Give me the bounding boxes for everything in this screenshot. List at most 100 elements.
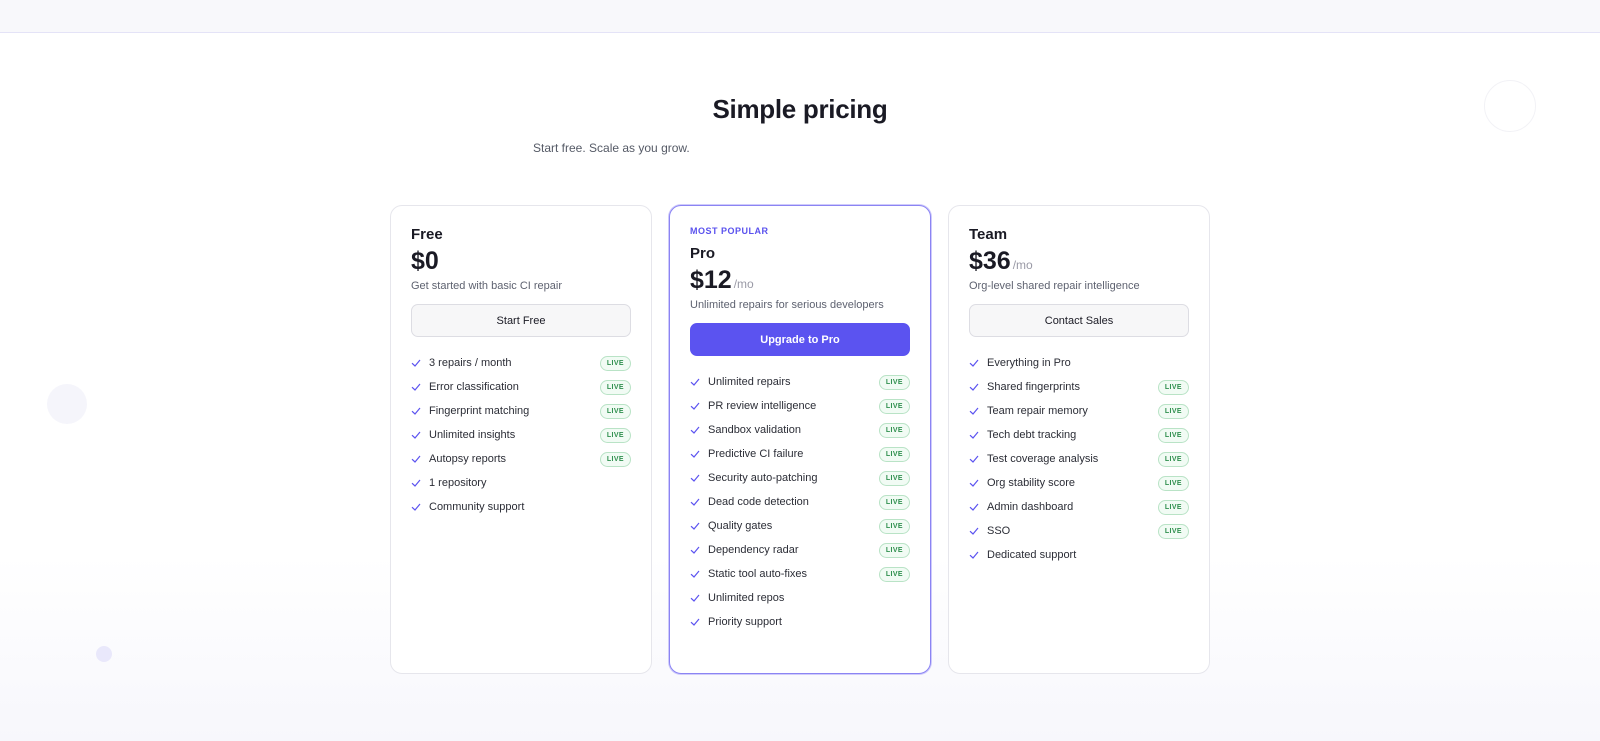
check-icon [690, 618, 700, 626]
check-icon [411, 431, 421, 439]
check-icon [411, 383, 421, 391]
section-subtitle: Start free. Scale as you grow. [533, 141, 690, 155]
feature-item: Org stability score LIVE [969, 471, 1189, 495]
feature-item: Team repair memory LIVE [969, 399, 1189, 423]
feature-item: 1 repository [411, 471, 631, 495]
decor-circle [1484, 80, 1536, 132]
decor-circle [96, 646, 112, 662]
status-tag: LIVE [599, 355, 631, 371]
pricing-card: MOST POPULAR Pro $12/mo Unlimited repairs f… [669, 205, 931, 674]
feature-text: Fingerprint matching [429, 405, 530, 417]
feature-text: Unlimited repos [708, 592, 785, 604]
feature-item: Security auto-patching LIVE [690, 466, 910, 490]
feature-text: Test coverage analysis [987, 453, 1099, 465]
plan-price: $36 [969, 247, 1011, 275]
feature-text: Dedicated support [987, 549, 1077, 561]
check-icon [690, 402, 700, 410]
feature-text: Tech debt tracking [987, 429, 1077, 441]
status-tag: LIVE [878, 422, 910, 438]
plan-button[interactable]: Contact Sales [969, 304, 1189, 337]
plan-button[interactable]: Start Free [411, 304, 631, 337]
plan-period: /mo [1012, 258, 1033, 272]
status-tag: LIVE [599, 403, 631, 419]
feature-item: Dedicated support [969, 543, 1189, 567]
plan-price: $0 [411, 247, 439, 275]
check-icon [969, 551, 979, 559]
status-tag: LIVE [599, 379, 631, 395]
pricing-cards: Free $0 Get started with basic CI repair St… [390, 205, 1210, 674]
feature-text: Security auto-patching [708, 472, 818, 484]
status-tag: LIVE [878, 446, 910, 462]
feature-item: Community support [411, 495, 631, 519]
check-icon [690, 546, 700, 554]
feature-item: Priority support [690, 610, 910, 634]
feature-list: Everything in Pro Shared fingerprints LIVE… [969, 351, 1189, 567]
check-icon [969, 479, 979, 487]
section-title: Simple pricing [712, 94, 888, 124]
check-icon [969, 407, 979, 415]
status-tag: LIVE [1157, 427, 1189, 443]
status-tag: LIVE [878, 494, 910, 510]
check-icon [969, 359, 979, 367]
status-tag: LIVE [1157, 499, 1189, 515]
plan-button[interactable]: Upgrade to Pro [690, 323, 910, 356]
status-tag: LIVE [1157, 451, 1189, 467]
feature-item: Unlimited repos [690, 586, 910, 610]
check-icon [969, 383, 979, 391]
check-icon [411, 479, 421, 487]
status-tag: LIVE [878, 566, 910, 582]
feature-text: Admin dashboard [987, 501, 1074, 513]
feature-item: Unlimited repairs LIVE [690, 370, 910, 394]
feature-item: Everything in Pro [969, 351, 1189, 375]
check-icon [690, 522, 700, 530]
plan-description: Get started with basic CI repair [411, 280, 563, 292]
feature-text: Dead code detection [708, 496, 809, 508]
feature-text: 3 repairs / month [429, 357, 512, 369]
check-icon [969, 503, 979, 511]
status-tag: LIVE [1157, 475, 1189, 491]
feature-text: Unlimited repairs [708, 376, 791, 388]
check-icon [411, 359, 421, 367]
feature-item: Sandbox validation LIVE [690, 418, 910, 442]
check-icon [411, 455, 421, 463]
check-icon [969, 455, 979, 463]
plan-name: Pro [690, 245, 716, 262]
feature-list: 3 repairs / month LIVE Error classificatio… [411, 351, 631, 519]
feature-text: Everything in Pro [987, 357, 1071, 369]
check-icon [411, 503, 421, 511]
plan-description: Unlimited repairs for serious developers [690, 299, 884, 311]
feature-item: Autopsy reports LIVE [411, 447, 631, 471]
pricing-card: Free $0 Get started with basic CI repair St… [390, 205, 652, 674]
price-row: $0 [411, 247, 631, 276]
feature-text: Unlimited insights [429, 429, 516, 441]
feature-item: Test coverage analysis LIVE [969, 447, 1189, 471]
status-tag: LIVE [878, 518, 910, 534]
feature-item: Unlimited insights LIVE [411, 423, 631, 447]
feature-text: PR review intelligence [708, 400, 817, 412]
check-icon [690, 450, 700, 458]
status-tag: LIVE [878, 542, 910, 558]
feature-item: Shared fingerprints LIVE [969, 375, 1189, 399]
check-icon [411, 407, 421, 415]
feature-text: 1 repository [429, 477, 487, 489]
plan-name: Team [969, 226, 1008, 243]
feature-text: Team repair memory [987, 405, 1088, 417]
feature-text: Sandbox validation [708, 424, 801, 436]
feature-text: Autopsy reports [429, 453, 507, 465]
pricing-card: Team $36/mo Org-level shared repair intell… [948, 205, 1210, 674]
check-icon [690, 594, 700, 602]
feature-text: Predictive CI failure [708, 448, 804, 460]
status-tag: LIVE [599, 427, 631, 443]
plan-description: Org-level shared repair intelligence [969, 280, 1140, 292]
feature-item: 3 repairs / month LIVE [411, 351, 631, 375]
check-icon [969, 527, 979, 535]
feature-text: SSO [987, 525, 1011, 537]
status-tag: LIVE [599, 451, 631, 467]
feature-text: Static tool auto-fixes [708, 568, 808, 580]
feature-text: Priority support [708, 616, 782, 628]
check-icon [690, 474, 700, 482]
feature-item: Dead code detection LIVE [690, 490, 910, 514]
plan-badge: MOST POPULAR [690, 226, 769, 236]
feature-text: Shared fingerprints [987, 381, 1080, 393]
